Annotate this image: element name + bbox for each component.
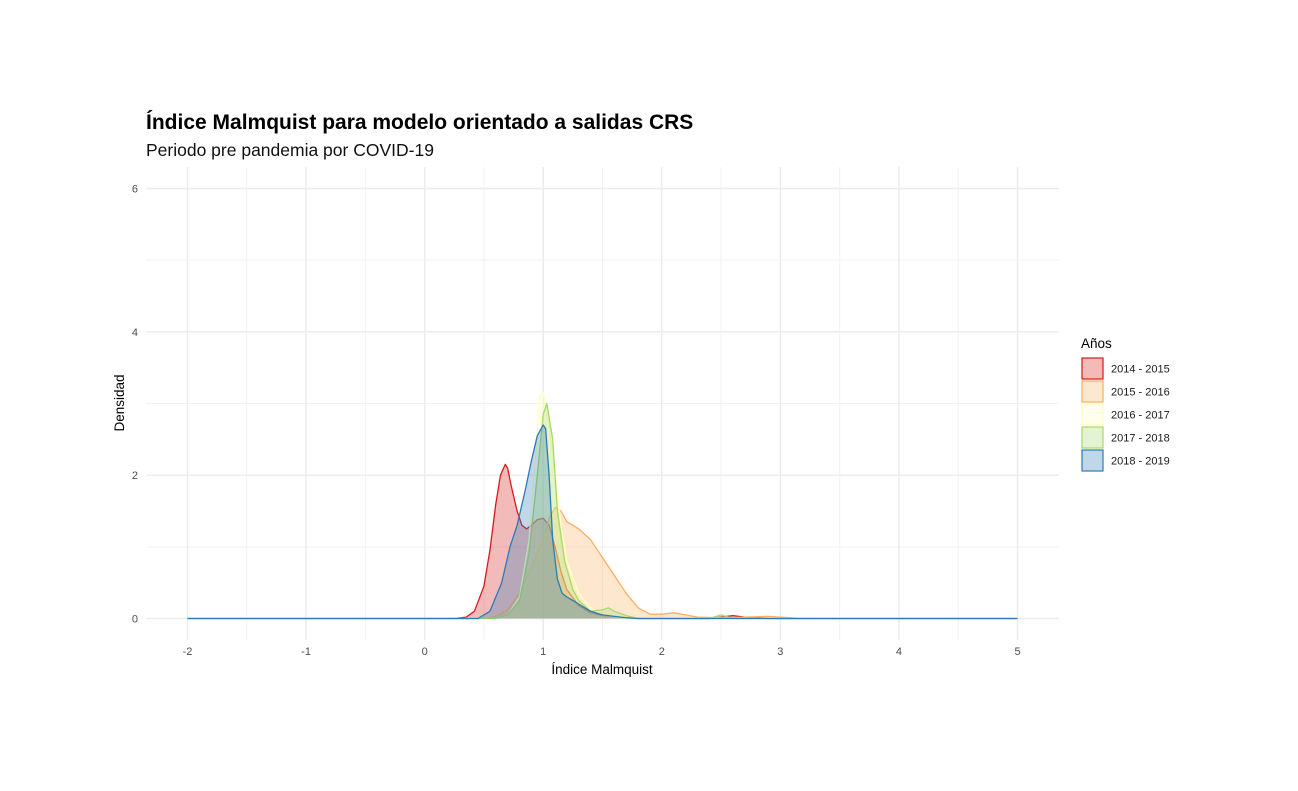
legend-key [1081,426,1104,449]
legend-label: 2015 - 2016 [1111,387,1170,399]
x-tick-label: 4 [896,646,902,658]
legend-label: 2014 - 2015 [1111,364,1170,376]
x-tick-label: -2 [183,646,193,658]
legend: Años 2014 - 2015 2015 - 2016 2016 - 2017 20… [1081,336,1170,472]
y-tick-label: 2 [132,470,138,482]
density-areas [187,392,1018,620]
density-line [187,506,1018,620]
y-tick-label: 0 [132,614,138,626]
x-axis-ticks: -2 -1 0 1 2 3 4 5 [183,646,1021,658]
legend-key [1081,357,1104,380]
y-tick-label: 6 [132,184,138,196]
chart-title: Índice Malmquist para modelo orientado a… [146,111,693,134]
density-area [187,507,1018,619]
chart-subtitle: Periodo pre pandemia por COVID-19 [146,140,434,160]
legend-label: 2016 - 2017 [1111,410,1170,422]
x-tick-label: 2 [659,646,665,658]
x-tick-label: 3 [777,646,783,658]
density-line [187,424,1018,620]
legend-key [1081,449,1104,472]
x-axis-title: Índice Malmquist [551,662,653,677]
x-tick-label: 1 [540,646,546,658]
legend-key [1081,403,1104,426]
y-axis-title: Densidad [112,374,127,431]
x-tick-label: -1 [301,646,311,658]
x-tick-label: 0 [422,646,428,658]
legend-title: Años [1081,336,1112,351]
legend-label: 2017 - 2018 [1111,433,1170,445]
y-tick-label: 4 [132,327,138,339]
legend-key [1081,380,1104,403]
legend-label: 2018 - 2019 [1111,456,1170,468]
x-tick-label: 5 [1014,646,1020,658]
y-axis-ticks: 0 2 4 6 [132,184,138,626]
